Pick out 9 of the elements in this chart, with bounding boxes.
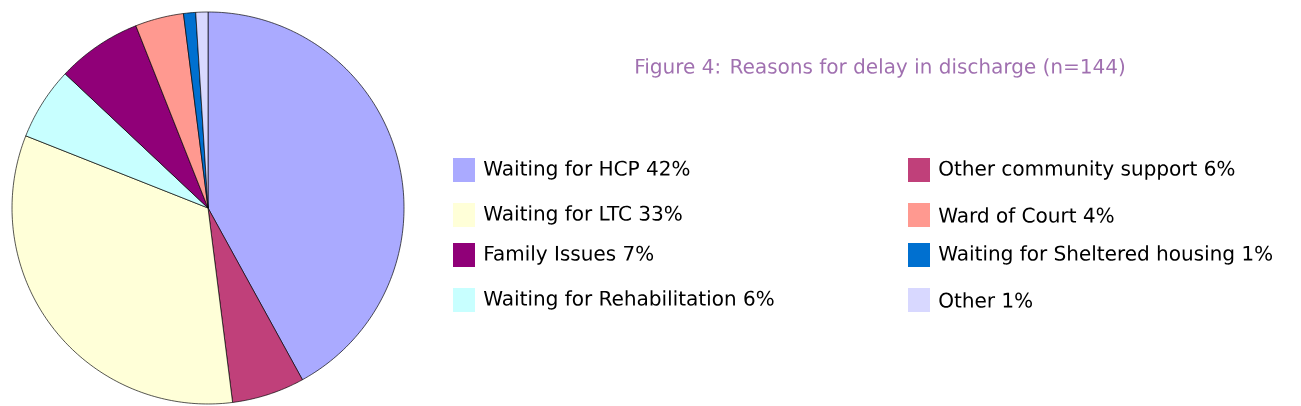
legend-label: Ward of Court 4% — [938, 207, 1114, 223]
legend-label: Waiting for Rehabilitation 6% — [483, 290, 774, 310]
legend-label: Waiting for HCP 42% — [483, 160, 690, 180]
legend-label: Family Issues 7% — [485, 245, 654, 265]
text: Figure 4: Reasons for delay in discharge (n=144) — [636, 58, 1125, 78]
legend-label: Waiting for LTC 33% — [483, 205, 682, 225]
legend-label: Waiting for Sheltered housing 1% — [938, 245, 1273, 265]
legend-label: Other 1% — [939, 292, 1033, 308]
legend-label: Other community support 6% — [939, 160, 1235, 180]
